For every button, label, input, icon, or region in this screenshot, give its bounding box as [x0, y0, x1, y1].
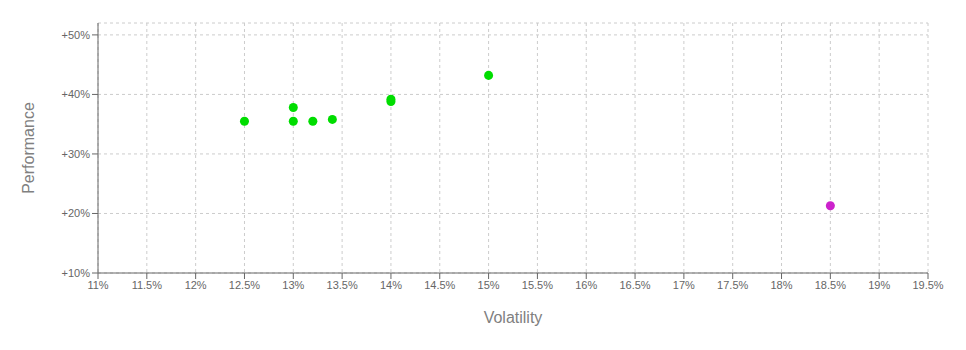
svg-text:18%: 18% — [771, 279, 793, 291]
svg-text:13.5%: 13.5% — [327, 279, 358, 291]
svg-text:19%: 19% — [868, 279, 890, 291]
svg-text:12%: 12% — [185, 279, 207, 291]
svg-text:18.5%: 18.5% — [815, 279, 846, 291]
svg-text:14.5%: 14.5% — [424, 279, 455, 291]
svg-text:+10%: +10% — [62, 267, 91, 279]
svg-text:11%: 11% — [87, 279, 108, 291]
svg-text:19.5%: 19.5% — [912, 279, 943, 291]
svg-text:+20%: +20% — [62, 207, 91, 219]
svg-text:Volatility: Volatility — [484, 309, 543, 326]
svg-text:17.5%: 17.5% — [717, 279, 748, 291]
svg-text:13%: 13% — [282, 279, 304, 291]
svg-text:15.5%: 15.5% — [522, 279, 553, 291]
svg-text:+30%: +30% — [62, 148, 91, 160]
svg-text:14%: 14% — [380, 279, 402, 291]
svg-text:Performance: Performance — [20, 102, 37, 194]
svg-text:16%: 16% — [575, 279, 597, 291]
svg-text:11.5%: 11.5% — [132, 279, 163, 291]
svg-text:12.5%: 12.5% — [229, 279, 260, 291]
svg-text:16.5%: 16.5% — [619, 279, 650, 291]
svg-text:17%: 17% — [673, 279, 695, 291]
svg-text:+40%: +40% — [62, 88, 91, 100]
svg-text:15%: 15% — [478, 279, 500, 291]
svg-text:+50%: +50% — [62, 29, 91, 41]
